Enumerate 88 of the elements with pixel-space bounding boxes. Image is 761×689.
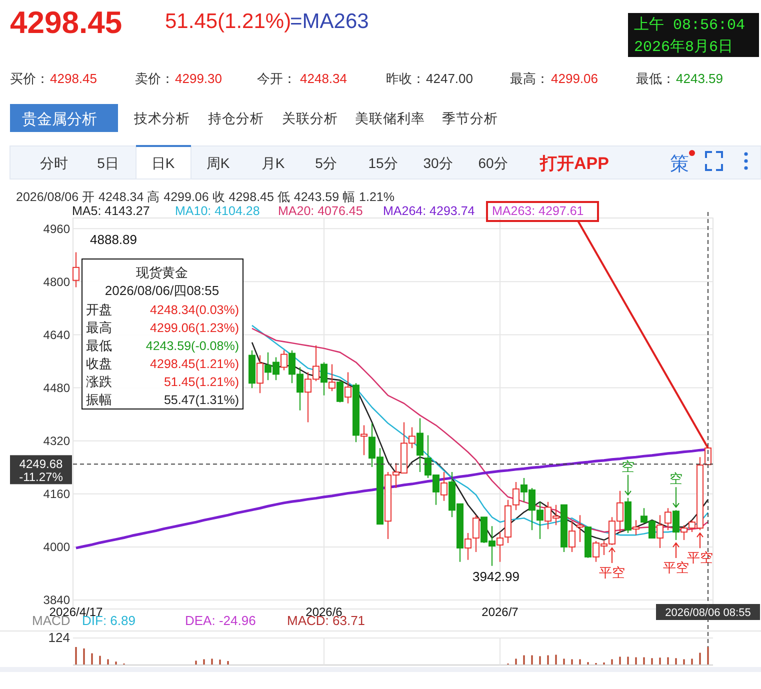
text: 美联储利率	[355, 111, 425, 126]
text: 策	[670, 154, 689, 175]
candlestick	[256, 354, 264, 394]
annotation: 4243.59(-0.08%)	[146, 339, 239, 353]
text: 2026年8月6日	[634, 38, 734, 56]
annotation: 4298.45(1.21%)	[150, 357, 239, 371]
candlestick	[632, 520, 640, 536]
candlestick	[72, 252, 80, 288]
text: 关联分析	[282, 111, 338, 126]
text: MA5: 4143.27	[72, 204, 150, 218]
ref-line-label: 4249.68	[19, 457, 64, 472]
text: =MA263	[290, 10, 369, 33]
text: 30分	[423, 155, 453, 171]
text: 持仓分析	[208, 111, 264, 126]
candlestick	[576, 514, 584, 543]
y-tick-label: 4480	[43, 381, 70, 395]
y-tick-label: 4320	[43, 434, 70, 448]
annotation: 4248.34(0.03%)	[150, 303, 239, 317]
text: 60分	[478, 155, 508, 171]
annotation: 现货黄金	[136, 265, 188, 280]
candlestick	[344, 372, 352, 404]
candlestick	[248, 350, 256, 389]
chart-title: 4298.45	[50, 71, 97, 86]
text: 分时	[40, 155, 68, 171]
text: 4248.34	[300, 71, 347, 86]
annotation: 平空	[687, 550, 713, 566]
annotation: 51.45(1.21%)	[164, 375, 239, 389]
text: 打开APP	[539, 154, 609, 173]
candlestick	[496, 532, 504, 562]
text: 最低：	[636, 71, 675, 86]
y-tick-label: 4800	[43, 274, 70, 289]
annotation: MA263: 4297.61	[492, 204, 584, 218]
annotation: 4888.89	[90, 232, 137, 248]
text: 季节分析	[442, 111, 498, 126]
annotation: 平空	[599, 564, 625, 580]
candlestick	[464, 532, 472, 560]
text: 月K	[261, 155, 286, 171]
text: -11.27%	[19, 470, 64, 484]
text: 4243.59	[676, 71, 723, 86]
annotation: 开盘	[86, 302, 112, 317]
x-tick-label: 2026/7	[482, 605, 519, 619]
text: DEA: -24.96	[185, 613, 256, 628]
candlestick	[656, 514, 664, 548]
chart-subtitle: 51.45(1.21%)	[165, 10, 292, 33]
text: 4299.06	[551, 71, 598, 86]
text: 15分	[368, 155, 398, 171]
text: 4298.45	[10, 5, 122, 40]
text: 5分	[315, 155, 337, 171]
candlestick	[504, 499, 512, 544]
text: 2026/08/06 开 4248.34 高 4299.06 收 4298.45 低 4243.59 幅 1.21%	[16, 189, 394, 204]
text: 买价：	[10, 71, 49, 86]
text: 4299.30	[175, 71, 222, 86]
candlestick	[416, 418, 424, 473]
x-tick-label: 2026/08/06 08:55	[665, 607, 751, 619]
y-tick-label: 4640	[43, 328, 70, 342]
text: 技术分析	[133, 111, 190, 126]
y-tick-label: 4000	[43, 540, 70, 554]
annotation: 空	[622, 458, 634, 474]
text: 5日	[97, 155, 119, 171]
annotation: 最低	[86, 338, 112, 353]
text: MA20: 4076.45	[278, 204, 363, 218]
annotation: 3942.99	[472, 568, 520, 584]
text: 贵金属分析	[22, 111, 97, 128]
annotation: 振幅	[86, 392, 112, 407]
annotation: 55.47(1.31%)	[164, 393, 239, 407]
annotation: 空	[670, 471, 682, 486]
candlestick	[440, 472, 448, 502]
y-tick-label: 4160	[43, 487, 70, 502]
annotation: 收盘	[86, 356, 112, 371]
y-tick-label: 3840	[43, 593, 70, 608]
text: 4247.00	[426, 71, 473, 86]
text: 124	[48, 630, 70, 645]
text: 周K	[206, 155, 230, 171]
text: 卖价：	[135, 71, 174, 86]
text: 今开：	[257, 71, 296, 86]
text: 日K	[151, 155, 176, 171]
y-tick-label: 4960	[43, 222, 70, 236]
text: MA264: 4293.74	[383, 204, 475, 218]
text: 最高：	[510, 71, 549, 86]
text: 上午 08:56:04	[634, 16, 746, 34]
annotation: 最高	[86, 320, 112, 335]
annotation: 2026/08/06/四08:55	[104, 283, 220, 298]
annotation: 涨跌	[86, 374, 112, 389]
candlestick	[568, 520, 576, 552]
annotation: 4299.06(1.23%)	[150, 321, 239, 335]
text: 昨收：	[386, 71, 425, 86]
text: MA10: 4104.28	[175, 204, 260, 218]
annotation: 平空	[663, 560, 689, 576]
